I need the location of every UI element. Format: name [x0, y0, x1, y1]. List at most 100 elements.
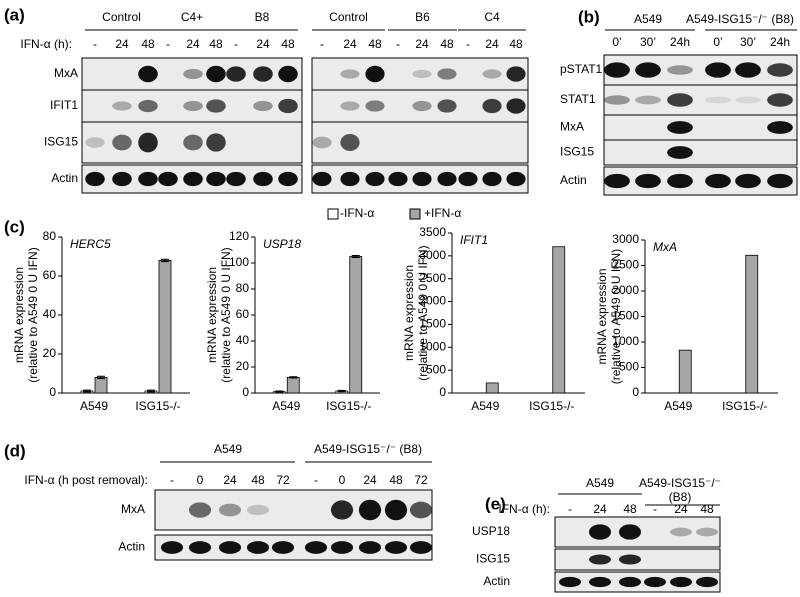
error-bar — [289, 376, 298, 379]
band — [365, 100, 385, 112]
label: 3500 — [419, 225, 446, 239]
blot — [81, 89, 303, 123]
label: IFN-α (h): — [20, 37, 72, 51]
chart-title: HERC5 — [70, 237, 111, 251]
band — [589, 576, 611, 588]
band — [506, 98, 526, 114]
label: 1000 — [612, 334, 639, 348]
label: 24 — [674, 502, 688, 516]
label: 48 — [209, 37, 223, 51]
band — [183, 171, 203, 187]
label: 2500 — [419, 271, 446, 285]
label: (B8) — [669, 490, 692, 504]
band — [667, 146, 693, 159]
band — [330, 500, 354, 520]
band — [246, 504, 270, 516]
y-axis-label: (relative to A549 0 U IFN) — [416, 245, 430, 380]
label: B8 — [255, 10, 270, 24]
label: ISG15 — [476, 552, 510, 566]
bar — [678, 349, 692, 394]
band — [206, 99, 226, 113]
band — [138, 171, 158, 187]
blot — [311, 57, 529, 91]
label: 48 — [141, 37, 155, 51]
error-bar — [147, 389, 155, 393]
band — [85, 137, 105, 148]
band — [482, 69, 502, 79]
band — [767, 173, 793, 189]
band — [506, 66, 526, 82]
band — [384, 499, 408, 521]
error-bar — [161, 258, 169, 263]
label: C4 — [484, 10, 500, 24]
label: 24 — [256, 37, 270, 51]
band — [767, 93, 793, 107]
band — [635, 62, 661, 78]
label: - — [653, 502, 657, 516]
band — [358, 499, 382, 521]
label: 0’ — [713, 35, 722, 49]
error-bar — [337, 389, 346, 393]
band — [253, 171, 273, 187]
label: 0 — [439, 385, 446, 399]
label: 100 — [229, 255, 249, 269]
band — [253, 66, 273, 82]
band — [218, 503, 242, 517]
label: 120 — [229, 229, 249, 243]
band — [767, 121, 793, 134]
chart-title: MxA — [653, 240, 677, 254]
label: 24 — [593, 502, 607, 516]
band — [667, 65, 693, 75]
legend-swatch — [327, 208, 339, 220]
band — [138, 99, 158, 113]
band — [696, 527, 718, 537]
band — [160, 541, 184, 554]
label: 2000 — [419, 294, 446, 308]
label: 60 — [43, 268, 57, 282]
label: 40 — [236, 333, 250, 347]
band — [696, 576, 718, 588]
band — [340, 133, 360, 152]
label: - — [166, 37, 170, 51]
label: A549 — [634, 12, 662, 26]
band — [312, 171, 332, 187]
band — [138, 132, 158, 153]
blot — [603, 84, 798, 116]
y-axis-label: mRNA expression — [595, 268, 609, 364]
band — [412, 100, 432, 112]
label: 24 — [223, 473, 237, 487]
panel-label: (e) — [485, 494, 506, 513]
label: 1000 — [419, 339, 446, 353]
label: B6 — [415, 10, 430, 24]
label: 20 — [43, 346, 57, 360]
label: - — [93, 37, 97, 51]
band — [409, 501, 433, 519]
band — [206, 133, 226, 152]
label: Actin — [51, 171, 78, 185]
label: - — [466, 37, 470, 51]
band — [667, 121, 693, 134]
band — [365, 65, 385, 83]
label: - — [234, 37, 238, 51]
band — [506, 171, 526, 187]
band — [604, 62, 630, 78]
label: USP18 — [472, 524, 510, 538]
label: 80 — [236, 281, 250, 295]
bar — [286, 376, 300, 394]
band — [705, 173, 731, 189]
bar — [349, 256, 363, 394]
band — [183, 134, 203, 151]
band — [218, 541, 242, 554]
chart-title: IFIT1 — [460, 233, 488, 247]
label: 3000 — [612, 232, 639, 246]
label: +IFN-α — [424, 206, 461, 220]
label: 48 — [281, 37, 295, 51]
panel-label: (d) — [4, 441, 26, 460]
bar — [485, 382, 499, 394]
label: STAT1 — [560, 92, 596, 106]
label: 60 — [236, 307, 250, 321]
band — [340, 171, 360, 187]
y-axis-label: mRNA expression — [205, 267, 219, 363]
label: Control — [329, 10, 368, 24]
